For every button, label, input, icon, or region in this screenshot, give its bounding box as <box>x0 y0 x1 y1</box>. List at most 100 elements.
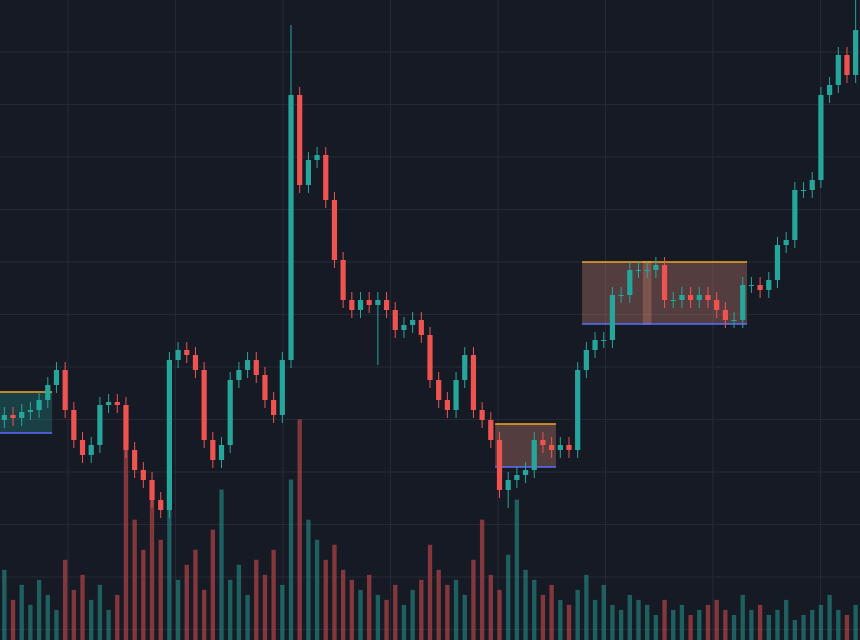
candle-body <box>410 320 416 325</box>
volume-bar <box>540 594 546 640</box>
candle-body <box>835 55 841 85</box>
candle-body <box>557 445 563 450</box>
candle-body <box>644 270 650 271</box>
volume-bar <box>262 574 268 640</box>
volume-bar <box>323 559 328 640</box>
volume-bar <box>679 604 685 640</box>
volume-bar <box>115 594 120 640</box>
candle-body <box>357 300 364 310</box>
candle-body <box>575 370 581 450</box>
volume-bar <box>714 599 719 640</box>
candle-body <box>105 402 112 405</box>
volume-bar <box>36 579 42 640</box>
volume-bar <box>54 609 59 640</box>
volume-bar <box>479 519 485 640</box>
candle-body <box>149 480 155 500</box>
candle-body <box>140 470 146 480</box>
candle-body <box>722 310 728 320</box>
candle-body <box>540 440 546 445</box>
volume-bar <box>766 614 771 640</box>
volume-bar <box>514 499 520 640</box>
volume-bar <box>844 614 850 640</box>
volume-bar <box>19 584 24 640</box>
zone <box>582 262 652 324</box>
volume-bar <box>506 554 511 640</box>
volume-bar <box>532 579 537 640</box>
candle-body <box>253 360 259 375</box>
volume-bar <box>184 564 189 640</box>
candle-body <box>549 445 555 450</box>
candle-body <box>79 440 86 455</box>
candle-body <box>19 412 25 418</box>
volume-bar <box>401 604 407 640</box>
volume-bar <box>592 599 598 640</box>
volume-bar <box>705 604 711 640</box>
candle-body <box>192 355 199 370</box>
volume-bar <box>288 479 294 640</box>
candle-body <box>297 95 303 185</box>
candle-body <box>731 320 737 321</box>
candle-body <box>71 410 77 440</box>
candle-body <box>375 300 381 305</box>
volume-bar <box>697 609 702 640</box>
volume-bar <box>349 579 354 640</box>
candle-body <box>601 340 607 341</box>
volume-bar <box>436 569 441 640</box>
volume-bar <box>427 544 433 640</box>
volume-bar <box>158 539 163 640</box>
volume-bar <box>836 609 841 640</box>
volume-bar <box>671 609 676 640</box>
candle-body <box>444 400 450 410</box>
candle-body <box>679 295 685 300</box>
volume-bar <box>775 609 780 640</box>
volume-bar <box>653 614 659 640</box>
candle-body <box>114 402 120 405</box>
volume-bar <box>723 609 728 640</box>
volume-bar <box>549 584 554 640</box>
volume-bar <box>89 599 94 640</box>
candle-body <box>792 190 798 240</box>
volume-bar <box>566 604 572 640</box>
volume-bar <box>584 574 589 640</box>
volume-bar <box>384 599 389 640</box>
candle-body <box>262 375 268 400</box>
candle-body <box>826 85 833 95</box>
candle-body <box>531 440 537 470</box>
volume-bar <box>749 609 754 640</box>
volume-bar <box>792 619 798 640</box>
candle-body <box>583 350 589 370</box>
volume-bar <box>97 584 103 640</box>
candle-body <box>505 480 511 490</box>
candle-body <box>244 360 251 370</box>
volume-bar <box>462 594 467 640</box>
volume-bar <box>10 599 16 640</box>
volume-bar <box>71 589 77 640</box>
candle-body <box>783 240 789 245</box>
candle-body <box>609 295 616 340</box>
volume-bar <box>497 589 502 640</box>
candle-body <box>10 415 16 418</box>
volume-bar <box>123 449 129 640</box>
candle-body <box>566 445 572 450</box>
candle-body <box>418 320 424 335</box>
candle-body <box>36 400 42 410</box>
volume-bar <box>818 604 824 640</box>
candle-body <box>453 380 459 410</box>
candle-body <box>201 370 207 440</box>
candle-body <box>748 285 755 286</box>
volume-bar <box>167 469 172 640</box>
volume-bar <box>740 594 745 640</box>
volume-bar <box>280 584 285 640</box>
candle-body <box>227 380 233 445</box>
candle-body <box>653 265 659 270</box>
volume-bar <box>375 594 381 640</box>
candle-body <box>522 470 529 475</box>
volume-bar <box>28 604 33 640</box>
candle-body <box>288 95 294 360</box>
volume-bar <box>340 569 346 640</box>
candle-body <box>366 300 372 305</box>
volume-bar <box>445 584 450 640</box>
volume-bar <box>419 579 424 640</box>
candle-body <box>705 295 711 300</box>
